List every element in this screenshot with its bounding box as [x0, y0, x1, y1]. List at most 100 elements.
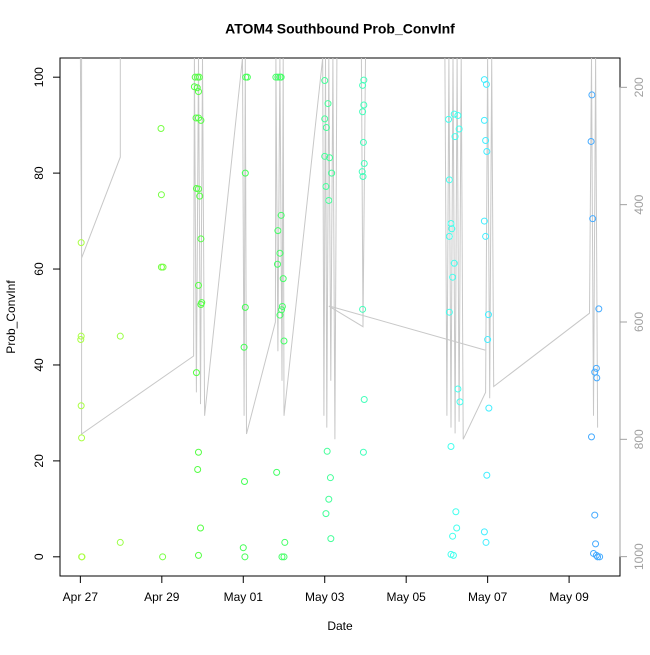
point	[240, 478, 248, 486]
point	[276, 311, 284, 319]
point	[272, 73, 280, 81]
point	[241, 169, 249, 177]
point	[322, 124, 330, 132]
point	[274, 73, 282, 81]
y-tick-label: 20	[32, 454, 46, 468]
point	[273, 468, 281, 476]
point	[483, 471, 491, 479]
point	[78, 553, 86, 561]
point	[197, 116, 205, 124]
point	[195, 73, 203, 81]
point	[592, 364, 600, 372]
point	[480, 528, 488, 536]
y2-tick-label: 200	[632, 77, 646, 97]
point	[77, 336, 85, 344]
point	[591, 511, 599, 519]
point	[327, 535, 335, 543]
chart-title: ATOM4 Southbound Prob_ConvInf	[225, 21, 455, 37]
point	[360, 101, 368, 109]
y-tick-label: 80	[32, 166, 46, 180]
point	[359, 172, 367, 180]
point	[449, 273, 457, 281]
point	[194, 114, 202, 122]
point	[455, 125, 463, 133]
point	[359, 305, 367, 313]
point	[191, 73, 199, 81]
point	[594, 553, 602, 561]
point	[592, 551, 600, 559]
point	[452, 508, 460, 516]
point	[445, 115, 453, 123]
point	[480, 116, 488, 124]
point	[196, 192, 204, 200]
point	[193, 84, 201, 92]
point	[241, 553, 249, 561]
point	[322, 510, 330, 518]
point	[451, 133, 459, 141]
point	[328, 169, 336, 177]
line	[79, 58, 599, 440]
point	[324, 100, 332, 108]
point	[482, 136, 490, 144]
point	[281, 538, 289, 546]
point	[453, 524, 461, 532]
point	[456, 398, 464, 406]
point	[321, 115, 329, 123]
x-tick-label: May 03	[305, 590, 345, 604]
point	[359, 108, 367, 116]
point	[194, 88, 202, 96]
point	[321, 77, 329, 85]
point	[194, 448, 202, 456]
point	[589, 215, 597, 223]
point	[484, 336, 492, 344]
point	[445, 176, 453, 184]
point	[322, 183, 330, 191]
point	[358, 168, 366, 176]
point	[483, 148, 491, 156]
x-tick-label: May 05	[387, 590, 427, 604]
x-tick-label: May 07	[468, 590, 508, 604]
point	[77, 332, 85, 340]
point	[321, 152, 329, 160]
point	[360, 76, 368, 84]
point	[325, 196, 333, 204]
point	[323, 447, 331, 455]
point	[197, 524, 205, 532]
point	[593, 374, 601, 382]
x-tick-label: Apr 29	[144, 590, 180, 604]
point	[482, 232, 490, 240]
point	[274, 227, 282, 235]
y2-tick-label: 600	[632, 312, 646, 332]
point	[325, 495, 333, 503]
point	[77, 239, 85, 247]
point	[454, 385, 462, 393]
point	[587, 137, 595, 145]
point	[194, 466, 202, 474]
point	[277, 211, 285, 219]
point	[595, 305, 603, 313]
point	[194, 551, 202, 559]
y-tick-label: 0	[32, 553, 46, 560]
point	[239, 544, 247, 552]
point	[159, 263, 167, 271]
y-axis-label: Prob_ConvInf	[4, 280, 18, 354]
point	[448, 225, 456, 233]
point	[278, 553, 286, 561]
point	[276, 249, 284, 257]
y2-tick-label: 400	[632, 194, 646, 214]
point	[77, 402, 85, 410]
point	[449, 551, 457, 559]
point	[450, 110, 458, 118]
point	[157, 125, 165, 133]
point	[480, 217, 488, 225]
point	[159, 553, 167, 561]
point	[360, 395, 368, 403]
point	[194, 281, 202, 289]
point	[280, 553, 288, 561]
point	[278, 302, 286, 310]
y2-tick-label: 1000	[632, 543, 646, 570]
point	[241, 303, 249, 311]
y-tick-label: 40	[32, 358, 46, 372]
point	[449, 532, 457, 540]
